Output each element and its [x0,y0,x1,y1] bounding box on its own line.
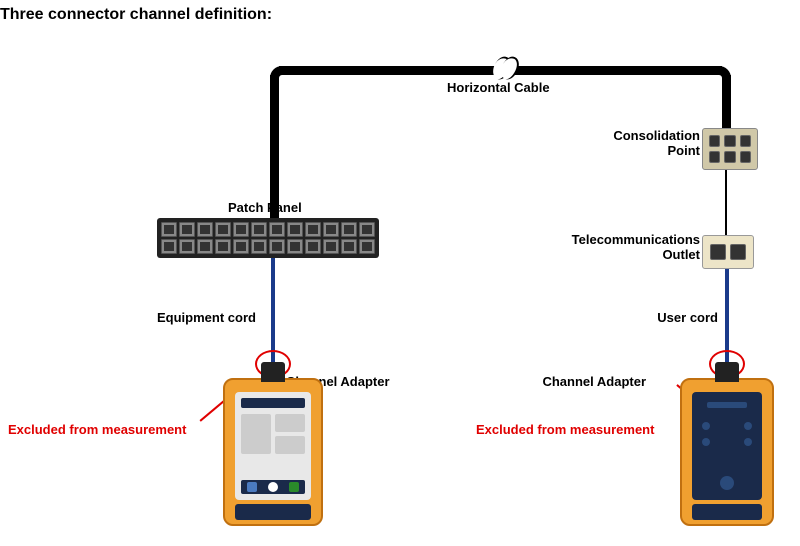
patch-port [197,239,213,254]
patch-port [323,222,339,237]
patch-port [251,222,267,237]
tester-remote-unit [680,378,774,526]
patch-port [359,222,375,237]
channel-adapter-module [715,362,739,382]
patch-port [179,222,195,237]
tester-button-bar [235,504,311,520]
channel-adapter-right-label: Channel Adapter [542,374,646,389]
patch-port [359,239,375,254]
patch-panel [157,218,379,258]
channel-adapter-module [261,362,285,382]
cp-port [709,135,720,147]
patch-port [269,222,285,237]
telecom-outlet-label: Telecommunications Outlet [572,232,700,262]
to-port [710,244,726,260]
consolidation-point-label: Consolidation Point [613,128,700,158]
tester-screen [235,392,311,500]
patch-panel-label: Patch Panel [228,200,302,215]
cable-break-mark [497,56,517,76]
cp-port [724,151,735,163]
cp-port [709,151,720,163]
patch-port [161,222,177,237]
cp-port [740,135,751,147]
consolidation-point [702,128,758,170]
telecom-outlet [702,235,754,269]
equipment-cord-label: Equipment cord [157,310,256,325]
patch-port [269,239,285,254]
horizontal-cable-label: Horizontal Cable [447,80,550,95]
tester-remote-face [692,392,762,500]
cable-cp-to-outlet [725,170,727,235]
cp-port [724,135,735,147]
tester-main-unit [223,378,323,526]
cp-port [740,151,751,163]
tester-button-bar [692,504,762,520]
patch-port [161,239,177,254]
patch-port [197,222,213,237]
excluded-left-label: Excluded from measurement [8,422,186,437]
excluded-right-label: Excluded from measurement [476,422,654,437]
cable-vertical-left [270,75,279,220]
patch-port [305,222,321,237]
patch-port [341,222,357,237]
patch-port [179,239,195,254]
patch-port [215,222,231,237]
patch-port [251,239,267,254]
patch-port [287,222,303,237]
diagram-title: Three connector channel definition: [0,6,272,24]
patch-port [215,239,231,254]
patch-port [323,239,339,254]
patch-port [287,239,303,254]
cable-vertical-right [722,75,731,130]
patch-port [233,222,249,237]
user-cord-label: User cord [657,310,718,325]
to-port [730,244,746,260]
patch-port [341,239,357,254]
patch-port [233,239,249,254]
patch-port [305,239,321,254]
